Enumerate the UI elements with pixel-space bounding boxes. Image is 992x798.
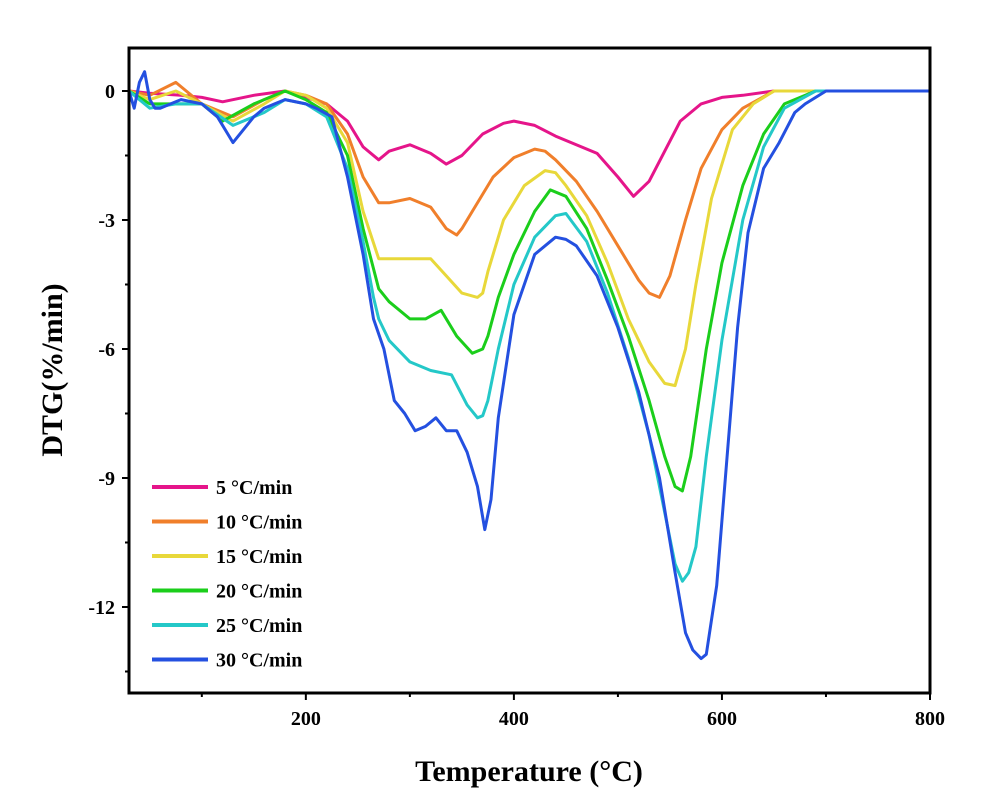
y-tick-label: -6 xyxy=(98,339,115,361)
x-tick-label: 200 xyxy=(291,708,321,730)
y-tick-label: -9 xyxy=(98,468,115,490)
legend-label: 20 °C/min xyxy=(216,581,302,603)
x-tick-label: 600 xyxy=(707,708,737,730)
legend-label: 15 °C/min xyxy=(216,546,302,568)
tick-labels: 200 400 600 800 0 -3 -6 -9 -12 xyxy=(88,81,945,730)
x-axis-title: Temperature (°C) xyxy=(415,755,643,788)
y-axis-title: DTG(%/min) xyxy=(36,283,69,456)
series-line-5 xyxy=(129,89,930,583)
y-tick-label: 0 xyxy=(105,81,115,103)
series-line-6 xyxy=(129,70,930,661)
series-lines xyxy=(129,70,930,661)
x-tick-label: 400 xyxy=(499,708,529,730)
plot-frame xyxy=(127,46,932,695)
axis-ticks xyxy=(122,90,931,700)
series-line-3 xyxy=(129,89,930,388)
y-tick-label: -3 xyxy=(98,210,115,232)
legend-label: 25 °C/min xyxy=(216,615,302,637)
x-tick-label: 800 xyxy=(915,708,945,730)
legend-label: 5 °C/min xyxy=(216,477,292,499)
y-tick-label: -12 xyxy=(88,597,115,619)
series-line-4 xyxy=(129,89,930,493)
legend: 5 °C/min 10 °C/min 15 °C/min 20 °C/min 25 °C… xyxy=(152,477,302,672)
legend-label: 10 °C/min xyxy=(216,512,302,534)
legend-label: 30 °C/min xyxy=(216,650,302,672)
